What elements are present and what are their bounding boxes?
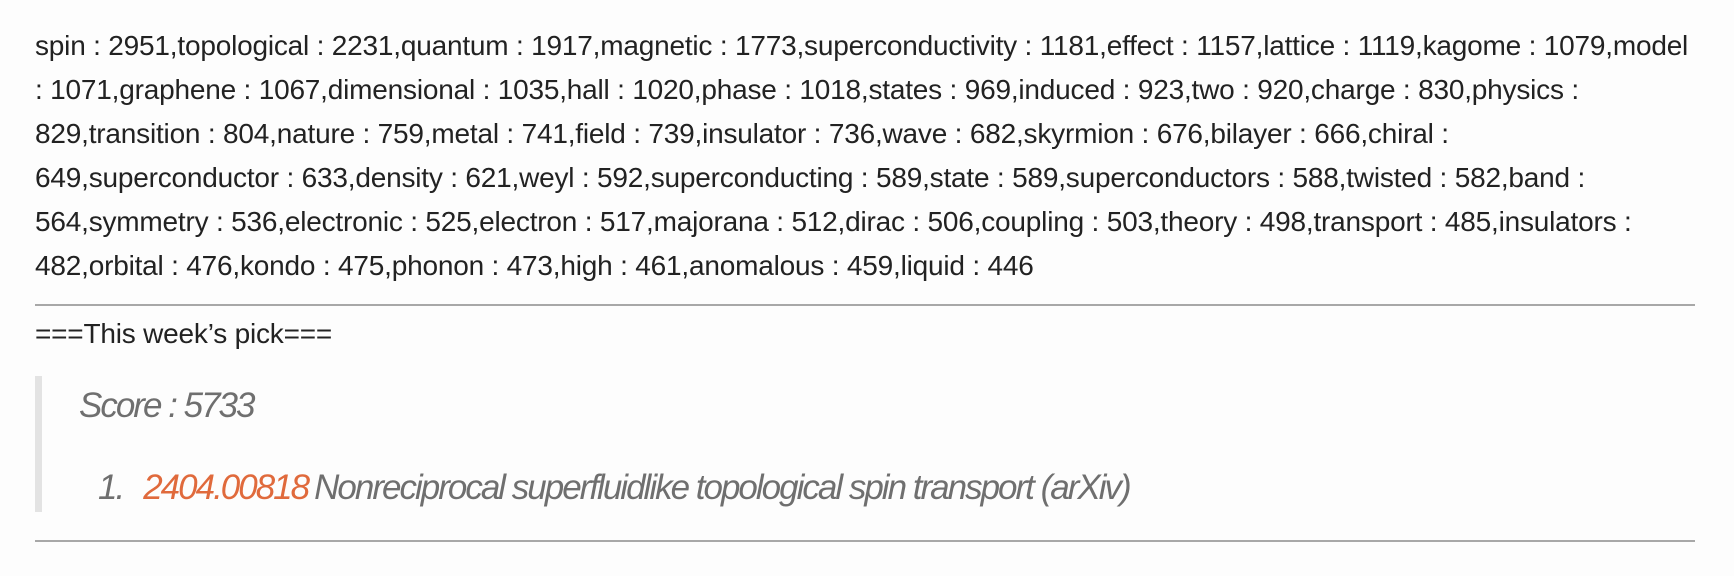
divider-bottom [35, 540, 1695, 542]
pick-list-item: 1. 2404.00818 Nonreciprocal superfluidlike… [98, 468, 1132, 508]
arxiv-link[interactable]: 2404.00818 [143, 468, 310, 507]
pick-item-number: 1. [98, 468, 125, 507]
weekly-pick-quote: Score : 5733 1. 2404.00818 Nonreciprocal s… [35, 376, 1695, 512]
weekly-pick-heading: ===This week’s pick=== [35, 318, 333, 349]
pick-score: Score : 5733 [79, 386, 255, 425]
page-content: spin : 2951,topological : 2231,quantum :… [35, 24, 1695, 542]
paper-title: Nonreciprocal superfluidlike topological… [314, 468, 1132, 507]
divider [35, 304, 1695, 306]
word-frequency-list: spin : 2951,topological : 2231,quantum :… [35, 30, 1689, 281]
